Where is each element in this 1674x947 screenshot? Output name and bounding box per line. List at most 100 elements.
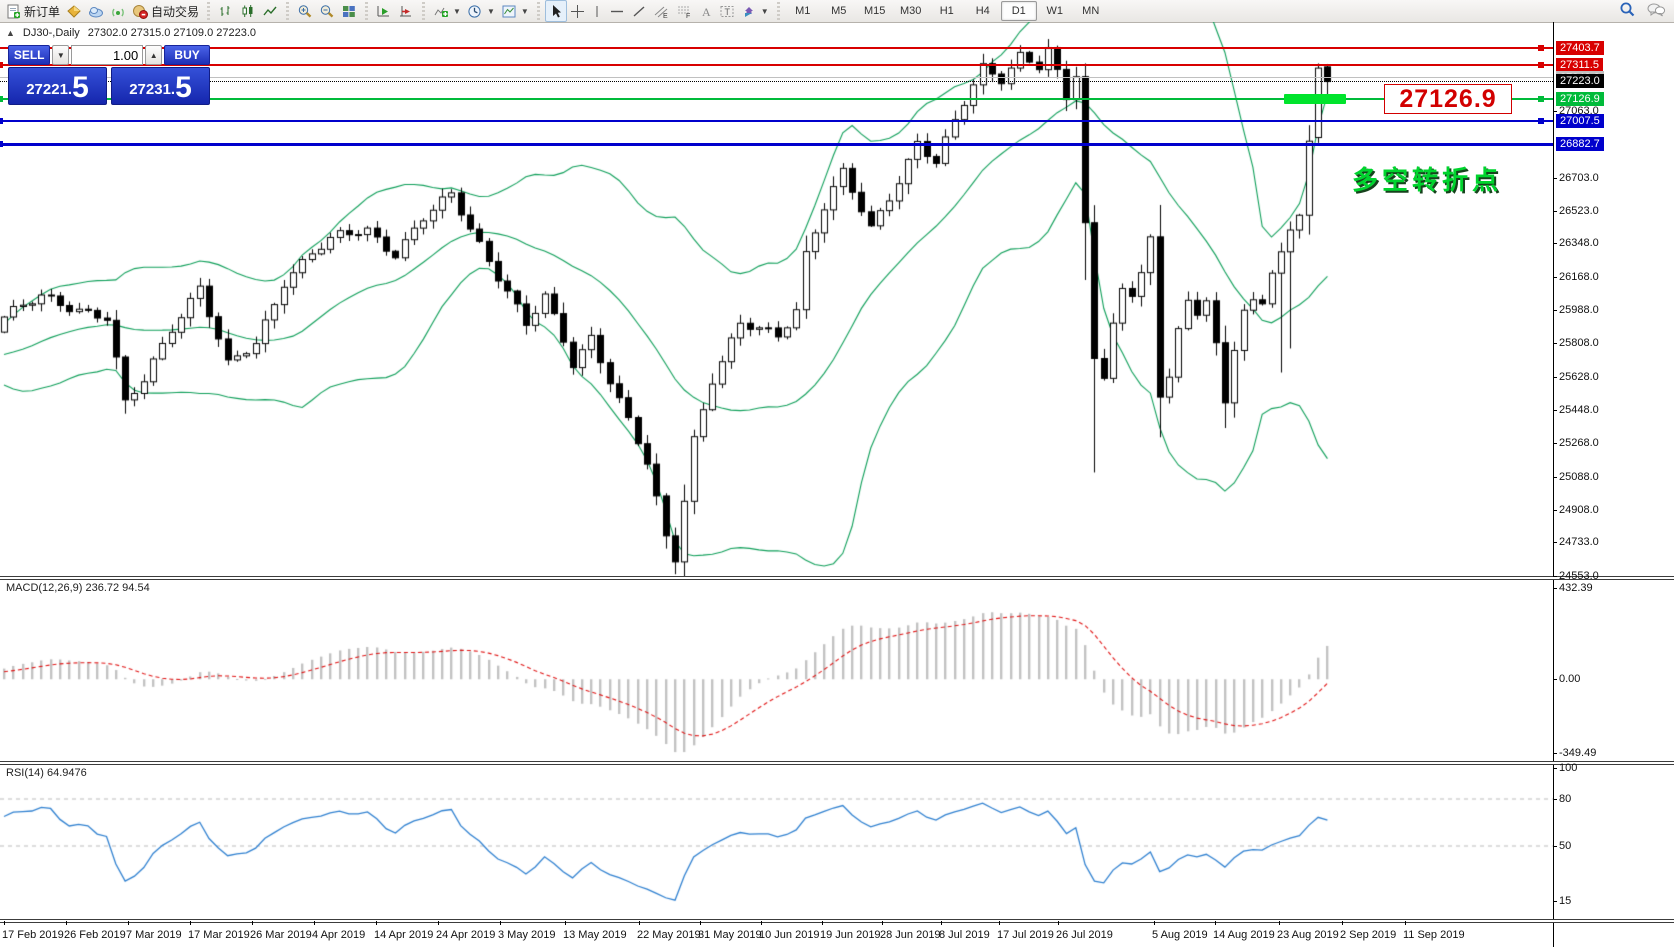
pivot-line-handle-left[interactable] (0, 96, 3, 103)
cursor-button[interactable] (544, 0, 567, 22)
time-tick-label: 19 Jun 2019 (820, 929, 881, 941)
rsi-axis-label: 50 (1559, 840, 1572, 852)
timeframe-button-mn[interactable]: MN (1082, 5, 1100, 17)
chat-icon[interactable] (1646, 2, 1666, 21)
resistance-line-1-handle-right[interactable] (1538, 45, 1544, 51)
text-label-button[interactable]: T (716, 1, 739, 21)
rsi-panel-separator[interactable] (0, 761, 1674, 765)
trendline-icon (631, 4, 647, 19)
resistance-line-2-handle-left[interactable] (0, 62, 3, 69)
main-chart-canvas[interactable] (0, 22, 1553, 578)
price-tick: 25628.0 (1559, 370, 1599, 383)
sell-button[interactable]: SELL (8, 45, 51, 65)
rsi-axis-label: 80 (1559, 792, 1572, 805)
channel-icon: E (653, 4, 670, 19)
timeframe-button-m15[interactable]: M15 (864, 5, 886, 17)
buy-quote-box[interactable]: 27231. 5 (111, 67, 210, 105)
vertical-line-button[interactable] (588, 1, 606, 21)
autotrading-stop-icon (132, 4, 149, 19)
signals-button[interactable] (107, 1, 129, 21)
time-tick-label: 13 May 2019 (563, 929, 627, 941)
pivot-annotation-text[interactable]: 多空转折点 (1352, 165, 1503, 195)
support-line-2-handle-left[interactable] (0, 141, 3, 148)
indicators-button[interactable]: ▼ (430, 1, 464, 21)
bid-line-price-label: 27223.0 (1556, 74, 1604, 89)
support-line-1-handle-left[interactable] (0, 118, 3, 125)
gray-line[interactable] (0, 77, 1553, 79)
chart-profile-button[interactable] (85, 1, 107, 21)
time-tickmark (252, 921, 253, 925)
rsi-tickmark (1553, 798, 1557, 800)
buy-quote: 27231. (129, 81, 176, 98)
sell-quote-big-digit: 5 (72, 71, 89, 104)
resistance-line-1[interactable] (0, 47, 1553, 49)
timeframe-button-d1[interactable]: D1 (1000, 1, 1037, 21)
macd-panel-canvas[interactable] (0, 580, 1553, 762)
timeframe-button-m30[interactable]: M30 (900, 5, 922, 17)
support-line-1-handle-right[interactable] (1538, 118, 1544, 125)
support-line-1[interactable] (0, 120, 1553, 123)
cloud-profile-icon (88, 4, 104, 19)
timeframe-button-m5[interactable]: M5 (831, 5, 847, 17)
symbol-title: DJ30-,Daily (22, 27, 80, 39)
trendline-button[interactable] (628, 1, 650, 21)
time-tickmark (1342, 921, 1343, 925)
periods-button[interactable]: ▼ (464, 1, 498, 21)
support-line-2[interactable] (0, 142, 1553, 146)
templates-caret-icon: ▼ (520, 6, 529, 16)
timeframe-button-h4[interactable]: H4 (975, 5, 990, 17)
volume-increase-button[interactable]: ▲ (145, 45, 163, 65)
time-tick-label: 31 May 2019 (698, 929, 762, 941)
volume-decrease-button[interactable]: ▼ (52, 45, 70, 65)
buy-button[interactable]: BUY (164, 45, 210, 65)
cursor-icon (549, 4, 563, 19)
price-tickmark (1553, 476, 1557, 478)
price-tickmark (1553, 343, 1557, 345)
timeframe-button-w1[interactable]: W1 (1046, 5, 1063, 17)
resistance-line-2-handle-right[interactable] (1538, 62, 1544, 69)
time-tickmark (1279, 921, 1280, 925)
timeframe-button-m1[interactable]: M1 (795, 5, 811, 17)
text-button[interactable]: A (696, 1, 716, 21)
pivot-line[interactable] (0, 98, 1553, 101)
macd-axis-label: -349.49 (1559, 747, 1597, 759)
fibonacci-button[interactable]: F (673, 1, 696, 21)
highlight-bar[interactable] (1284, 94, 1346, 104)
tile-windows-button[interactable] (338, 1, 360, 21)
timeframe-button-h1[interactable]: H1 (939, 5, 954, 17)
auto-scroll-button[interactable] (373, 1, 395, 21)
rsi-panel-canvas[interactable] (0, 765, 1553, 920)
autotrading-button[interactable]: 自动交易 (129, 1, 202, 21)
sell-quote-box[interactable]: 27221. 5 (8, 67, 107, 105)
chart-shift-button[interactable] (395, 1, 417, 21)
chart-style-button[interactable] (63, 1, 85, 21)
bar-chart-button[interactable] (215, 1, 237, 21)
price-tick: 26348.0 (1559, 237, 1599, 250)
fibonacci-icon: F (676, 4, 693, 19)
bar-chart-icon (218, 4, 234, 19)
zoom-in-button[interactable] (294, 1, 316, 21)
volume-input[interactable] (71, 45, 144, 65)
templates-button[interactable]: ▼ (498, 1, 532, 21)
crosshair-button[interactable] (567, 1, 588, 21)
line-chart-button[interactable] (259, 1, 281, 21)
macd-panel-separator[interactable] (0, 576, 1674, 580)
rsi-axis-label: 100 (1559, 761, 1578, 774)
arrows-button[interactable]: ▼ (739, 1, 772, 21)
time-tickmark (190, 921, 191, 925)
resistance-line-2[interactable] (0, 64, 1553, 67)
collapse-panel-icon[interactable]: ▲ (6, 28, 15, 38)
time-tick-label: 7 Mar 2019 (126, 929, 182, 941)
zoom-out-button[interactable] (316, 1, 338, 21)
bid-line[interactable] (0, 80, 1553, 82)
price-tag-label[interactable]: 27126.9 (1384, 84, 1512, 114)
new-order-button[interactable]: 新订单 (3, 1, 63, 21)
horizontal-line-button[interactable] (606, 1, 628, 21)
svg-text:E: E (663, 13, 668, 19)
search-icon[interactable] (1619, 1, 1636, 21)
pivot-line-price-label: 27126.9 (1556, 92, 1604, 107)
equidistant-channel-button[interactable]: E (650, 1, 673, 21)
time-tickmark (882, 921, 883, 925)
candlestick-chart-button[interactable] (237, 1, 259, 21)
pivot-line-handle-right[interactable] (1538, 96, 1544, 103)
